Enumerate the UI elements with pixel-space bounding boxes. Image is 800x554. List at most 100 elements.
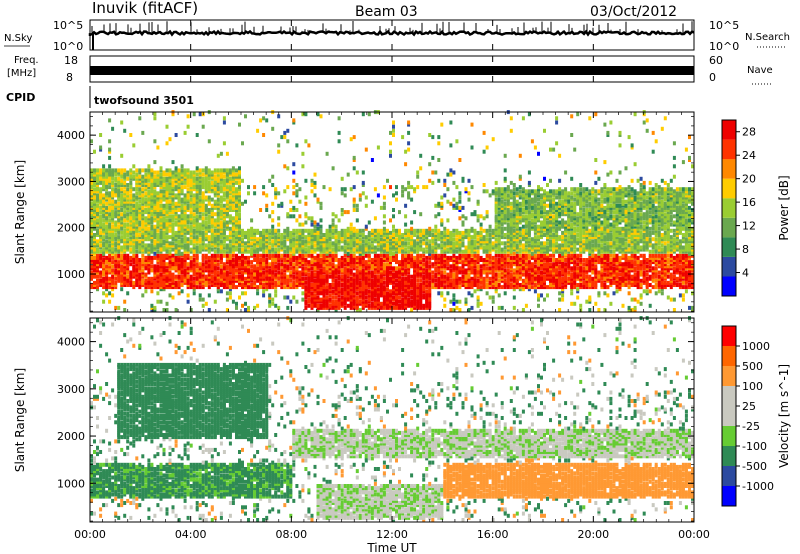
- power-cell: [216, 220, 220, 225]
- power-cell: [271, 264, 275, 269]
- power-cell: [138, 212, 142, 217]
- power-cell: [120, 274, 124, 279]
- power-cell: [238, 224, 241, 229]
- power-cell: [141, 214, 145, 219]
- power-cell: [247, 274, 250, 279]
- power-cell: [274, 258, 278, 262]
- power-cell: [186, 280, 190, 285]
- power-cell: [162, 262, 166, 267]
- power-cell: [367, 264, 371, 269]
- power-cell: [168, 170, 172, 175]
- power-cell: [102, 241, 106, 246]
- power-cell: [313, 262, 317, 267]
- power-cell: [389, 251, 392, 256]
- power-cell: [343, 289, 347, 294]
- power-cell: [280, 272, 284, 277]
- power-cell: [96, 212, 99, 217]
- power-cell: [271, 262, 275, 267]
- power-cell: [186, 283, 190, 287]
- power-cell: [231, 237, 235, 242]
- power-cell: [310, 301, 314, 306]
- power-cell: [373, 247, 377, 252]
- power-cell: [174, 214, 178, 219]
- power-cell: [286, 128, 290, 133]
- power-cell: [213, 183, 217, 187]
- power-cell: [310, 243, 314, 248]
- power-cell: [316, 230, 320, 235]
- power-cell: [225, 208, 229, 212]
- power-cell: [177, 197, 181, 202]
- power-cell: [343, 249, 347, 254]
- power-cell: [159, 168, 163, 173]
- power-cell: [225, 274, 229, 279]
- power-cell: [177, 220, 181, 225]
- power-cell: [129, 239, 133, 244]
- power-cell: [225, 224, 229, 229]
- power-cell: [210, 224, 214, 229]
- power-cell: [168, 195, 172, 200]
- power-cell: [355, 299, 359, 304]
- power-cell: [364, 226, 368, 231]
- power-cell: [168, 224, 172, 229]
- power-cell: [186, 245, 190, 250]
- power-cell: [268, 237, 272, 242]
- power-cell: [280, 135, 284, 140]
- power-cell: [289, 270, 293, 275]
- power-cell: [168, 214, 172, 219]
- power-cell: [141, 180, 145, 185]
- power-cell: [241, 291, 244, 296]
- power-cell: [192, 183, 196, 187]
- power-cell: [386, 268, 389, 273]
- power-cell: [150, 249, 154, 254]
- power-cell: [156, 253, 160, 258]
- power-cell: [352, 233, 356, 237]
- power-cell: [204, 220, 208, 225]
- power-cell: [153, 174, 157, 179]
- power-cell: [343, 228, 347, 233]
- power-cell: [231, 247, 235, 252]
- power-cell: [171, 243, 175, 248]
- power-cell: [392, 287, 395, 292]
- power-cell: [349, 253, 353, 258]
- power-cell: [90, 201, 93, 206]
- power-cell: [337, 297, 341, 302]
- power-cell: [96, 249, 99, 254]
- power-cell: [189, 268, 193, 273]
- power-cell: [262, 133, 266, 137]
- power-cell: [322, 280, 326, 285]
- power-cell: [461, 176, 465, 181]
- power-cell: [316, 283, 320, 287]
- power-cell: [108, 226, 112, 231]
- power-cell: [120, 226, 124, 231]
- power-cell: [386, 178, 389, 183]
- power-cell: [120, 174, 124, 179]
- power-cell: [343, 276, 347, 281]
- power-cell: [367, 112, 371, 117]
- power-cell: [337, 139, 341, 144]
- power-cell: [367, 276, 371, 281]
- power-cell: [129, 280, 133, 285]
- power-cell: [126, 260, 130, 265]
- power-cell: [349, 187, 353, 192]
- power-cell: [235, 301, 238, 306]
- power-cell: [265, 270, 269, 275]
- power-cell: [135, 262, 139, 267]
- power-cell: [231, 174, 235, 179]
- power-cell: [189, 224, 193, 229]
- power-cell: [117, 201, 121, 206]
- power-cell: [352, 135, 356, 140]
- power-cell: [373, 253, 377, 258]
- power-cell: [389, 243, 392, 248]
- power-cell: [222, 203, 226, 208]
- power-cell: [204, 195, 208, 200]
- power-cell: [132, 174, 136, 179]
- power-cell: [340, 237, 344, 242]
- power-cell: [201, 224, 205, 229]
- power-cell: [99, 270, 103, 275]
- power-cell: [156, 268, 160, 273]
- power-cell: [180, 276, 184, 281]
- power-cell: [93, 255, 96, 260]
- power-cell: [159, 180, 163, 185]
- power-cell: [361, 283, 365, 287]
- power-cell: [189, 255, 193, 260]
